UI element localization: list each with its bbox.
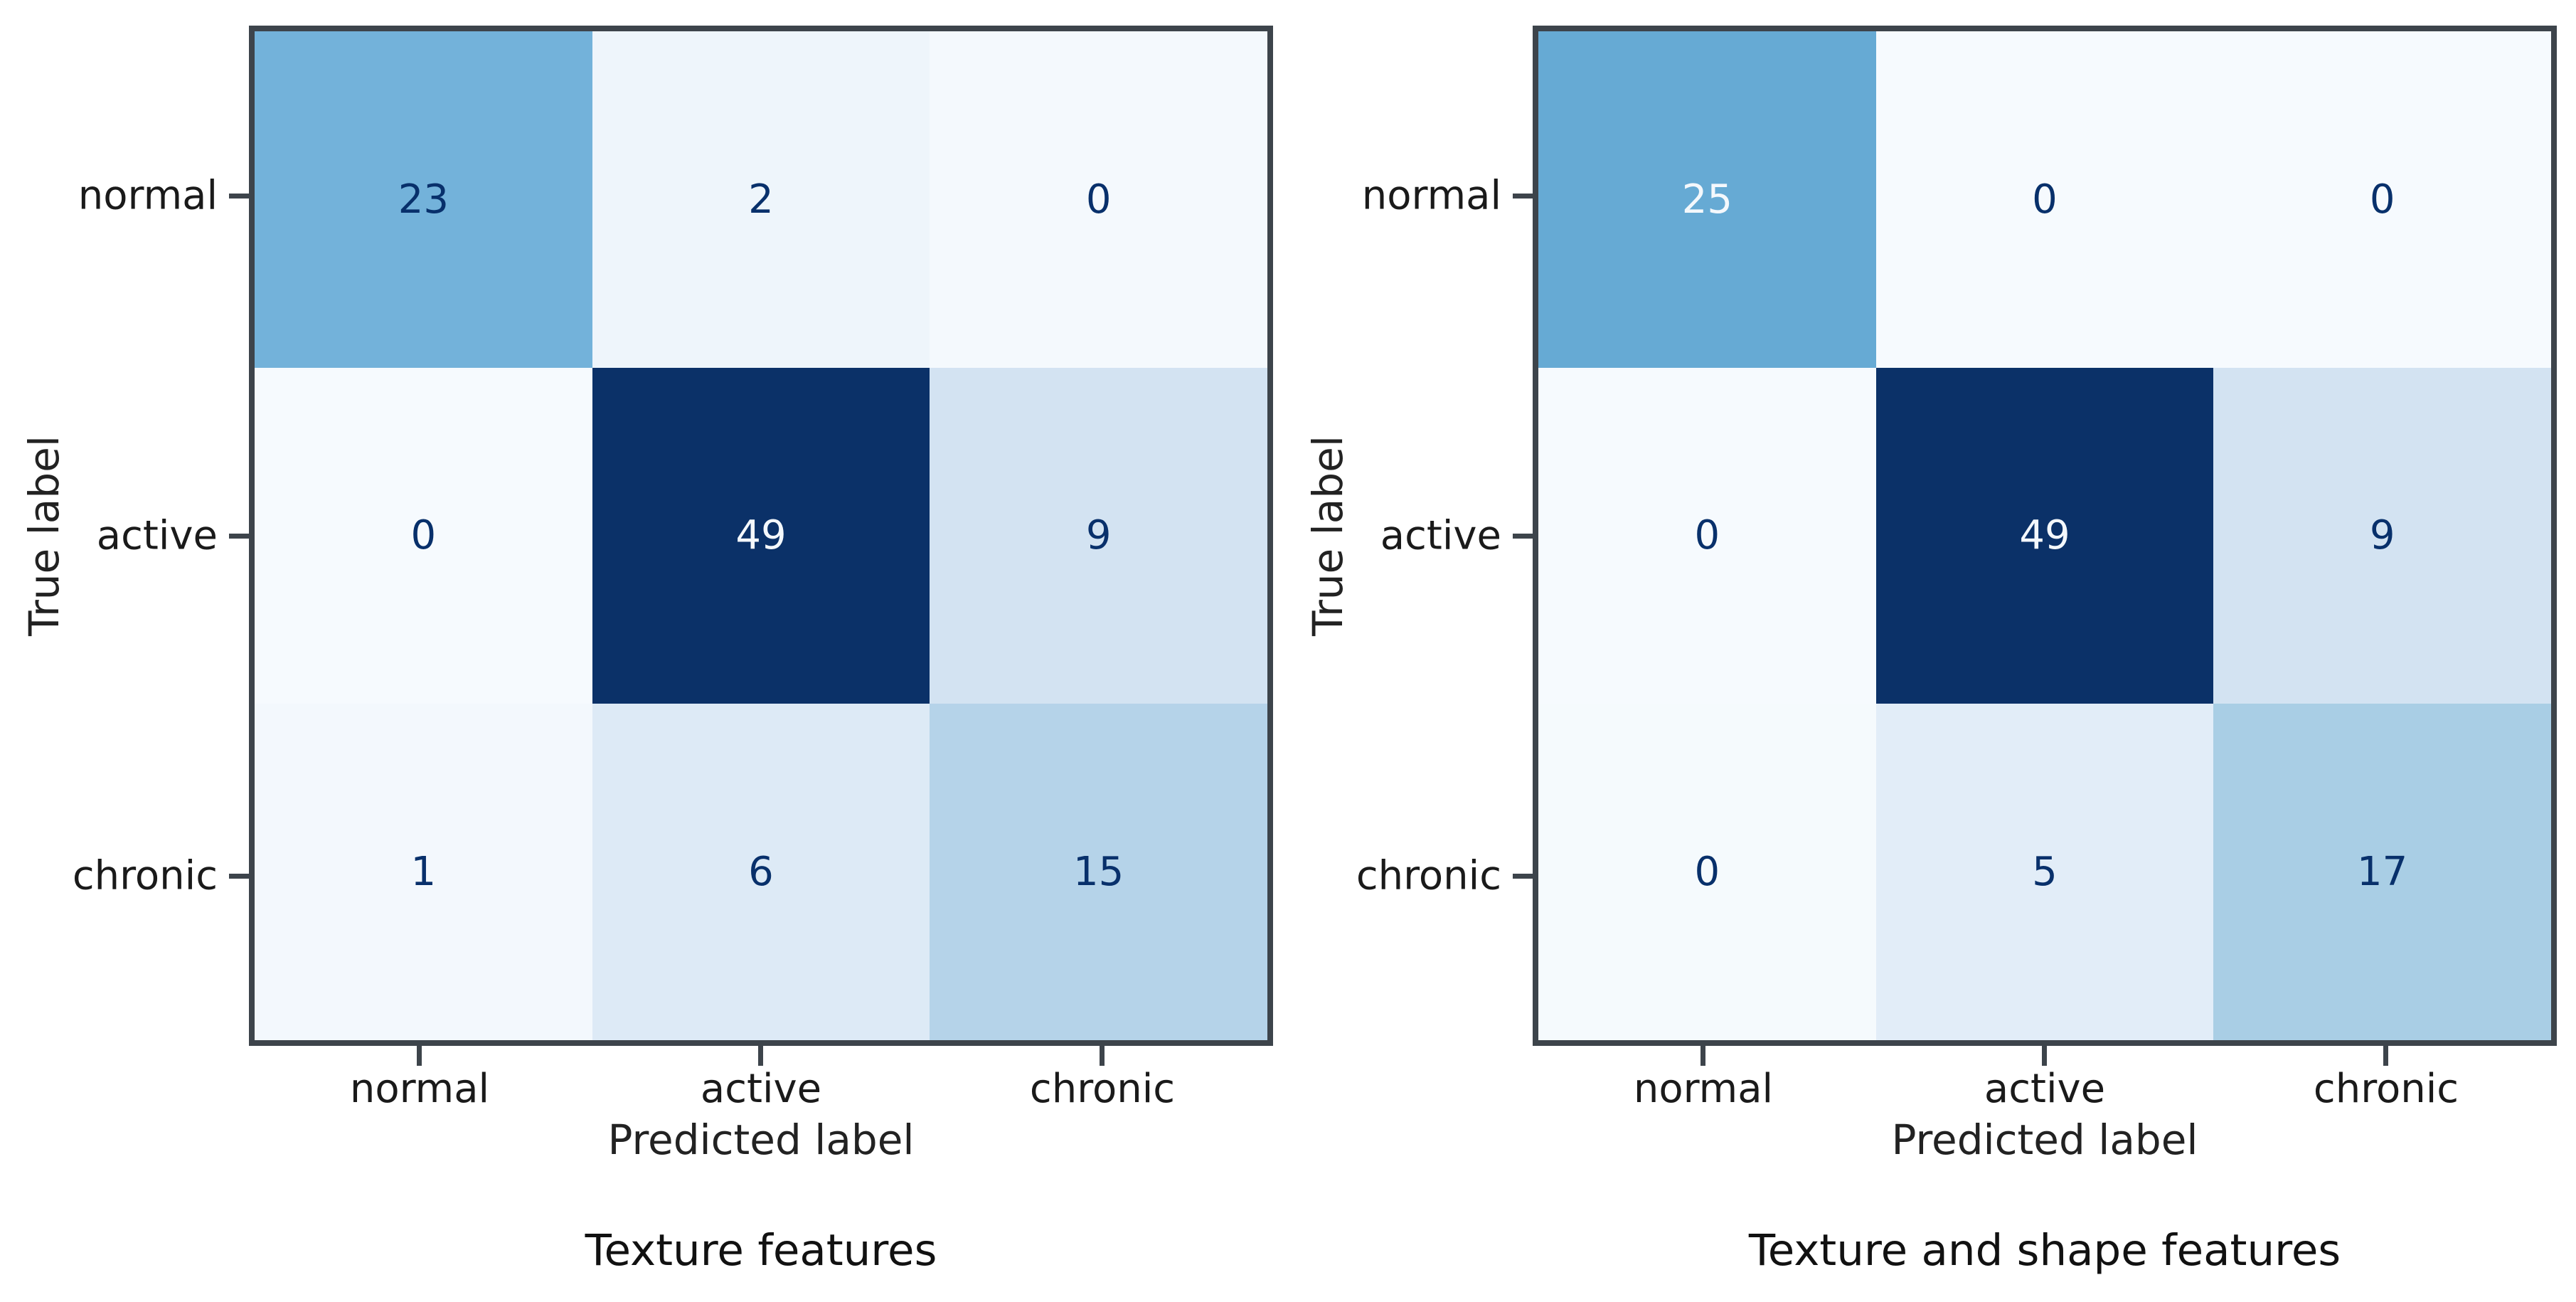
y-tick-mark bbox=[1513, 534, 1533, 539]
heatmap-grid: 25 0 0 0 49 9 0 5 17 bbox=[1538, 31, 2551, 1040]
y-tick-label-normal: normal bbox=[1361, 172, 1501, 219]
x-tick-label-normal: normal bbox=[1633, 1066, 1774, 1112]
matrix-cell: 0 bbox=[1875, 31, 2214, 368]
chart-caption: Texture and shape features bbox=[1748, 1225, 2341, 1276]
matrix-cell: 25 bbox=[1538, 31, 1876, 368]
heatmap-grid: 23 2 0 0 49 9 1 6 15 bbox=[255, 31, 1267, 1040]
x-tick-label-normal: normal bbox=[349, 1066, 490, 1112]
chart-caption: Texture features bbox=[585, 1225, 937, 1276]
matrix-cell: 2 bbox=[592, 31, 930, 368]
y-tick-mark bbox=[229, 534, 249, 539]
heatmap-plot-area: 25 0 0 0 49 9 0 5 17 bbox=[1533, 26, 2557, 1046]
y-tick-label-chronic: chronic bbox=[72, 852, 218, 899]
matrix-cell: 1 bbox=[255, 704, 592, 1040]
x-axis-label: Predicted label bbox=[607, 1116, 915, 1164]
matrix-cell: 49 bbox=[1875, 367, 2214, 704]
y-tick-mark bbox=[229, 874, 249, 879]
matrix-cell: 0 bbox=[930, 31, 1267, 368]
x-tick-label-chronic: chronic bbox=[2313, 1066, 2459, 1112]
x-tick-mark bbox=[1100, 1046, 1105, 1066]
x-tick-mark bbox=[2383, 1046, 2388, 1066]
x-tick-label-active: active bbox=[700, 1066, 822, 1112]
matrix-cell: 49 bbox=[592, 367, 930, 704]
matrix-cell: 9 bbox=[930, 367, 1267, 704]
y-tick-mark bbox=[1513, 874, 1533, 879]
y-tick-label-chronic: chronic bbox=[1356, 852, 1501, 899]
x-tick-label-active: active bbox=[1984, 1066, 2106, 1112]
matrix-cell: 5 bbox=[1875, 704, 2214, 1040]
panel-texture-and-shape-features: True label normal active chronic 25 0 0 0 49… bbox=[1304, 26, 2557, 1276]
x-tick-mark bbox=[2042, 1046, 2047, 1066]
y-tick-label-active: active bbox=[1380, 512, 1501, 559]
x-axis-label: Predicted label bbox=[1891, 1116, 2198, 1164]
x-tick-mark bbox=[758, 1046, 763, 1066]
matrix-cell: 6 bbox=[592, 704, 930, 1040]
matrix-cell: 0 bbox=[1538, 367, 1876, 704]
matrix-cell: 0 bbox=[255, 367, 592, 704]
y-tick-mark bbox=[1513, 194, 1533, 199]
matrix-cell: 17 bbox=[2213, 704, 2551, 1040]
x-tick-mark bbox=[1701, 1046, 1705, 1066]
matrix-cell: 23 bbox=[255, 31, 592, 368]
y-axis-label: True label bbox=[1304, 435, 1352, 636]
y-axis-label: True label bbox=[20, 435, 68, 636]
matrix-cell: 15 bbox=[930, 704, 1267, 1040]
y-tick-label-active: active bbox=[96, 512, 218, 559]
x-tick-label-chronic: chronic bbox=[1029, 1066, 1176, 1112]
x-tick-mark bbox=[417, 1046, 422, 1066]
matrix-cell: 0 bbox=[1538, 704, 1876, 1040]
y-tick-mark bbox=[229, 194, 249, 199]
y-tick-label-normal: normal bbox=[78, 172, 218, 219]
heatmap-plot-area: 23 2 0 0 49 9 1 6 15 bbox=[249, 26, 1273, 1046]
matrix-cell: 0 bbox=[2213, 31, 2551, 368]
panel-texture-features: True label normal active chronic 23 2 0 0 49… bbox=[20, 26, 1273, 1276]
matrix-cell: 9 bbox=[2213, 367, 2551, 704]
